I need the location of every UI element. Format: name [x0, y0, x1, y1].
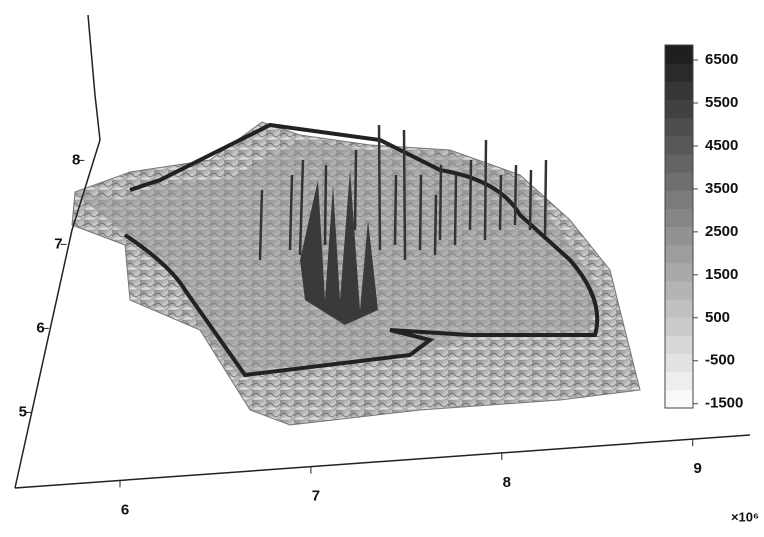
colorbar-band [665, 263, 693, 282]
colorbar-band [665, 299, 693, 318]
colorbar-band [665, 190, 693, 209]
colorbar-band [665, 172, 693, 191]
colorbar-tick-label: -1500 [705, 395, 743, 412]
page: {"chart_data": {"type": "surface", "xlim… [0, 0, 764, 532]
surface [72, 122, 640, 425]
colorbar-band [665, 227, 693, 246]
colorbar-band [665, 154, 693, 173]
colorbar-tick-label: 500 [705, 309, 730, 326]
colorbar-band [665, 372, 693, 391]
x-tick-label: 7 [312, 488, 320, 505]
colorbar-tick-label: 6500 [705, 51, 738, 68]
y-tick-label: 8 [72, 151, 80, 168]
chart: ×10⁶ 6 7 8 9 5 6 7 8 6500 5500 4500 3500 2500 1500 500… [0, 0, 764, 532]
colorbar-band [665, 45, 693, 64]
colorbar-band [665, 118, 693, 137]
colorbar-tick-label: 4500 [705, 137, 738, 154]
colorbar-tick-label: 5500 [705, 94, 738, 111]
colorbar-band [665, 81, 693, 100]
colorbar-band [665, 245, 693, 264]
colorbar-band [665, 317, 693, 336]
x-axis-line [15, 435, 750, 488]
colorbar-tick-label: 1500 [705, 266, 738, 283]
colorbar-band [665, 281, 693, 300]
x-tick-label: 9 [694, 460, 702, 477]
colorbar-band [665, 354, 693, 373]
colorbar-tick-label: -500 [705, 352, 735, 369]
colorbar-band [665, 136, 693, 155]
y-tick-label: 7 [54, 235, 62, 252]
colorbar-band [665, 99, 693, 118]
colorbar-tick-label: 2500 [705, 223, 738, 240]
x-offset-label: ×10⁶ [731, 509, 759, 524]
colorbar-band [665, 63, 693, 82]
x-tick-label: 8 [503, 474, 511, 491]
colorbar-band [665, 335, 693, 354]
colorbar-band [665, 208, 693, 227]
colorbar-band [665, 390, 693, 409]
y-tick-label: 5 [19, 403, 27, 420]
x-tick-label: 6 [121, 501, 129, 518]
colorbar-tick-label: 3500 [705, 180, 738, 197]
y-tick-label: 6 [36, 319, 44, 336]
